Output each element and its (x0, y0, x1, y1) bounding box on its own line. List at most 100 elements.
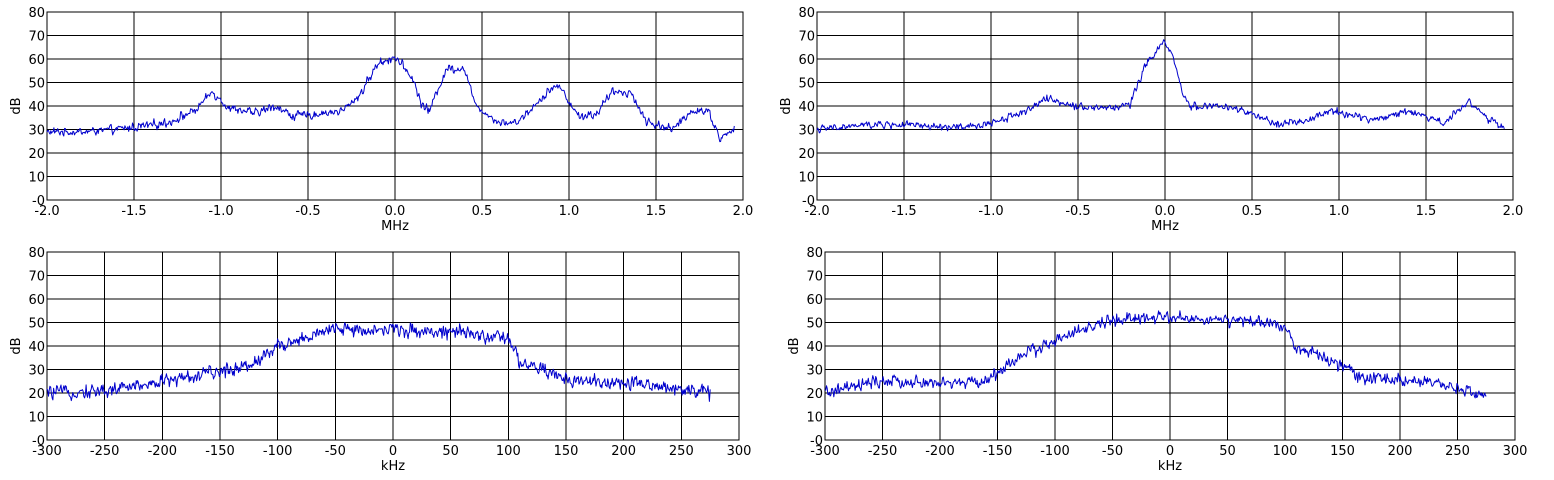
plot-frame (46, 251, 740, 441)
y-tick-label: 30 (28, 124, 45, 139)
y-tick-label: 10 (798, 171, 815, 186)
x-tick-label: -200 (925, 444, 955, 459)
plot-frame (46, 11, 744, 201)
x-tick-label: -0.5 (295, 204, 320, 219)
x-tick-label: -150 (205, 444, 235, 459)
x-tick-label: -150 (983, 444, 1013, 459)
plot-frame (824, 251, 1516, 441)
y-tick-label: 80 (798, 6, 815, 21)
y-axis-label: dB (9, 337, 24, 354)
x-axis-label: kHz (381, 459, 405, 474)
x-tick-label: 300 (727, 444, 752, 459)
x-tick-label: -100 (263, 444, 293, 459)
x-axis-label: kHz (1158, 459, 1182, 474)
x-tick-label: -50 (1102, 444, 1123, 459)
x-tick-label: 1.0 (1329, 204, 1350, 219)
y-tick-label: 40 (28, 100, 45, 115)
y-axis-label: dB (787, 337, 802, 354)
y-tick-label: 20 (28, 387, 45, 402)
y-tick-label: 20 (806, 387, 823, 402)
x-tick-label: 150 (1330, 444, 1355, 459)
x-tick-label: -300 (810, 444, 840, 459)
x-tick-label: -1.0 (208, 204, 233, 219)
chart-panel-1: -0 10 20 30 40 50 60 70 80 -2.0 -1.5 -1.0 -0.5 0.0 0.5… (9, 6, 753, 234)
x-tick-label: 300 (1503, 444, 1528, 459)
plot-frame (816, 11, 1514, 201)
spectrum-trace (46, 322, 711, 402)
x-tick-label: 200 (611, 444, 636, 459)
x-tick-label: 0.5 (472, 204, 493, 219)
x-tick-label: 100 (496, 444, 521, 459)
x-tick-label: 1.5 (646, 204, 667, 219)
x-tick-label: 0 (1166, 444, 1174, 459)
x-tick-label: 0.5 (1242, 204, 1263, 219)
y-tick-label: -0 (810, 434, 823, 449)
y-tick-label: 50 (28, 77, 45, 92)
x-tick-label: -250 (90, 444, 120, 459)
y-tick-label: 40 (798, 100, 815, 115)
x-tick-label: 2.0 (733, 204, 754, 219)
x-tick-label: -1.5 (121, 204, 146, 219)
x-tick-label: -2.0 (34, 204, 59, 219)
x-tick-label: 50 (1219, 444, 1236, 459)
x-tick-label: 250 (1445, 444, 1470, 459)
y-tick-label: 40 (28, 340, 45, 355)
chart-panel-2: -0 10 20 30 40 50 60 70 80 -2.0 -1.5 -1.0 -0.5 0.0 0.5… (779, 6, 1523, 234)
x-tick-label: 1.5 (1416, 204, 1437, 219)
y-tick-label: 60 (28, 53, 45, 68)
y-tick-label: 30 (28, 364, 45, 379)
y-tick-label: 50 (28, 317, 45, 332)
x-tick-label: 250 (669, 444, 694, 459)
x-axis-label: MHz (1151, 219, 1179, 234)
y-tick-label: 70 (28, 30, 45, 45)
y-tick-label: 80 (806, 246, 823, 261)
y-tick-label: 60 (798, 53, 815, 68)
x-tick-label: 200 (1388, 444, 1413, 459)
y-tick-label: 30 (798, 124, 815, 139)
y-tick-label: 30 (806, 364, 823, 379)
x-tick-label: -2.0 (804, 204, 829, 219)
spectrum-trace (816, 39, 1505, 134)
y-tick-label: -0 (32, 434, 45, 449)
y-tick-label: 70 (28, 270, 45, 285)
y-tick-label: 70 (798, 30, 815, 45)
x-tick-label: 50 (442, 444, 459, 459)
x-tick-label: -1.0 (978, 204, 1003, 219)
y-tick-label: -0 (802, 194, 815, 209)
x-tick-label: -100 (1040, 444, 1070, 459)
y-tick-label: 20 (28, 147, 45, 162)
y-tick-label: 70 (806, 270, 823, 285)
x-axis-label: MHz (381, 219, 409, 234)
x-tick-label: 150 (554, 444, 579, 459)
x-tick-label: -0.5 (1065, 204, 1090, 219)
x-tick-label: -250 (868, 444, 898, 459)
y-tick-label: 80 (28, 6, 45, 21)
x-tick-label: -300 (32, 444, 62, 459)
x-tick-label: 100 (1273, 444, 1298, 459)
x-tick-label: 0.0 (385, 204, 406, 219)
x-tick-label: 2.0 (1503, 204, 1524, 219)
x-tick-label: 0.0 (1155, 204, 1176, 219)
y-tick-label: 40 (806, 340, 823, 355)
chart-panel-3: -0 10 20 30 40 50 60 70 80 -300 -250 -200 -150 -100 -5… (9, 246, 751, 474)
y-tick-label: 80 (28, 246, 45, 261)
y-tick-label: 10 (806, 411, 823, 426)
x-tick-label: -1.5 (891, 204, 916, 219)
y-tick-label: 60 (806, 293, 823, 308)
x-tick-label: -50 (325, 444, 346, 459)
y-tick-label: 50 (798, 77, 815, 92)
spectrum-trace (46, 56, 735, 143)
y-axis-label: dB (779, 97, 794, 114)
y-tick-label: 20 (798, 147, 815, 162)
y-tick-label: 60 (28, 293, 45, 308)
y-tick-label: 10 (28, 411, 45, 426)
x-tick-label: 0 (389, 444, 397, 459)
x-tick-label: 1.0 (559, 204, 580, 219)
y-tick-label: 10 (28, 171, 45, 186)
y-tick-label: -0 (32, 194, 45, 209)
chart-panel-4: -0 10 20 30 40 50 60 70 80 -300 -250 -200 -150 -100 -5… (787, 246, 1527, 474)
y-tick-label: 50 (806, 317, 823, 332)
spectrum-trace (824, 310, 1487, 399)
y-axis-label: dB (9, 97, 24, 114)
